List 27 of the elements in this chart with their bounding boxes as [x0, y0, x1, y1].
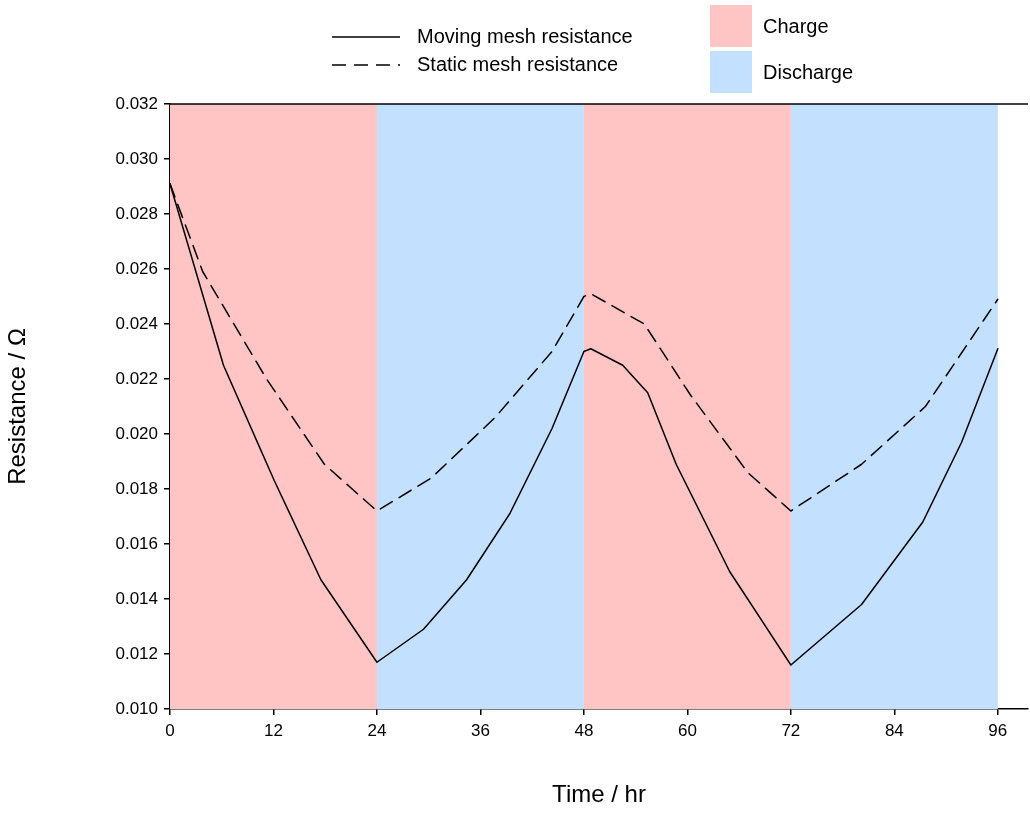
- x-tick-label: 0: [165, 720, 175, 740]
- legend-label: Moving mesh resistance: [417, 24, 633, 47]
- legend-label: Charge: [763, 14, 829, 37]
- x-tick-label: 36: [470, 720, 490, 740]
- x-tick-label: 60: [677, 720, 697, 740]
- y-tick-label: 0.010: [115, 698, 158, 718]
- legend-label: Static mesh resistance: [417, 52, 619, 75]
- x-tick-label: 72: [781, 720, 801, 740]
- x-tick-label: 24: [367, 720, 387, 740]
- y-tick-label: 0.024: [115, 313, 158, 333]
- x-tick-label: 12: [264, 720, 283, 740]
- y-tick-label: 0.020: [115, 423, 158, 443]
- x-tick-label: 96: [988, 720, 1008, 740]
- y-tick-label: 0.014: [115, 588, 158, 608]
- y-tick-label: 0.016: [115, 533, 158, 553]
- legend-label: Discharge: [763, 60, 854, 83]
- x-axis-title: Time / hr: [552, 780, 646, 808]
- y-tick-label: 0.012: [115, 643, 158, 663]
- y-tick-label: 0.030: [115, 148, 158, 168]
- x-tick-label: 48: [574, 720, 594, 740]
- y-tick-label: 0.028: [115, 203, 158, 223]
- y-tick-label: 0.022: [115, 368, 158, 388]
- y-tick-label: 0.018: [115, 478, 158, 498]
- x-tick-label: 84: [884, 720, 904, 740]
- y-tick-label: 0.026: [115, 258, 158, 278]
- y-tick-label: 0.032: [115, 93, 158, 113]
- y-axis-title: Resistance / Ω: [3, 328, 31, 485]
